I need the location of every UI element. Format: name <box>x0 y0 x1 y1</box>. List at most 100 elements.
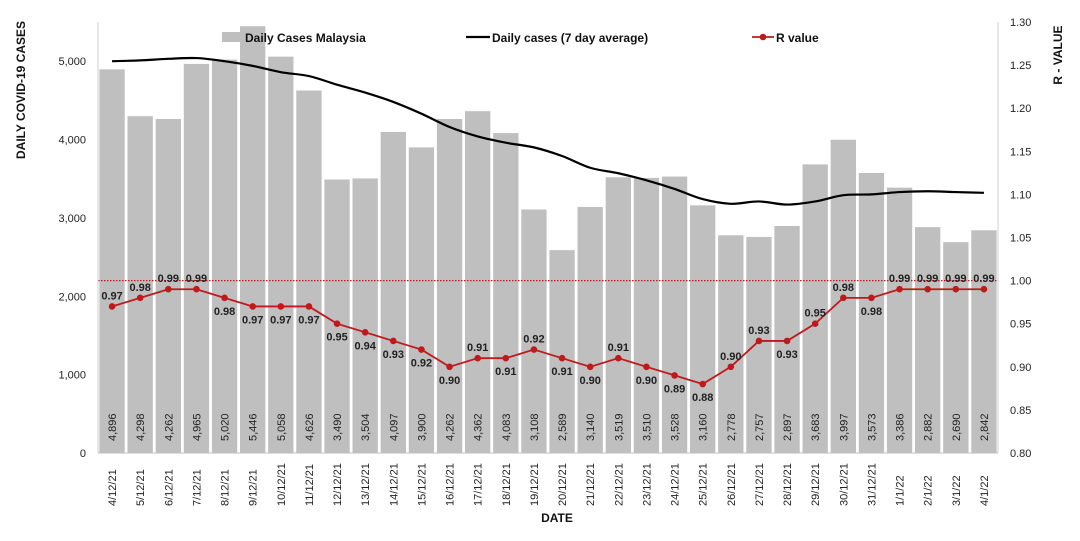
bar-value-label: 3,997 <box>838 413 850 441</box>
r-value-point <box>530 346 538 353</box>
r-value-point <box>868 294 875 302</box>
bar-daily-cases <box>605 177 631 454</box>
bar-daily-cases <box>436 119 463 453</box>
bar-value-label: 3,510 <box>641 413 653 441</box>
y2-tick-label: 1.20 <box>1010 103 1031 115</box>
y2-tick-label: 0.85 <box>1010 405 1031 417</box>
x-tick-label: 30/12/21 <box>838 463 850 506</box>
bar-value-label: 4,262 <box>163 413 175 441</box>
r-value-label: 0.92 <box>523 334 544 346</box>
r-value-label: 0.98 <box>214 306 235 318</box>
bar-value-label: 2,897 <box>782 413 794 441</box>
x-tick-label: 7/12/21 <box>191 469 203 506</box>
r-value-point <box>474 354 481 362</box>
r-value-label: 0.99 <box>158 273 179 285</box>
bar-value-label: 4,362 <box>473 413 485 441</box>
legend-label-r: R value <box>776 31 819 45</box>
x-tick-label: 4/12/21 <box>107 469 119 506</box>
bar-value-label: 2,757 <box>754 413 766 441</box>
bar-value-label: 3,140 <box>585 413 597 441</box>
r-value-point <box>558 354 566 362</box>
bar-daily-cases <box>352 178 378 453</box>
x-tick-label: 16/12/21 <box>445 463 457 506</box>
bar-value-label: 4,965 <box>191 413 203 441</box>
bar-value-label: 3,900 <box>416 413 428 441</box>
r-value-point <box>896 285 903 293</box>
bar-daily-cases <box>99 69 125 453</box>
x-tick-label: 20/12/21 <box>557 463 569 506</box>
r-value-label: 0.97 <box>242 314 263 326</box>
legend-swatch-bars <box>222 32 240 42</box>
bar-value-label: 2,690 <box>951 413 963 441</box>
r-value-label: 0.95 <box>326 332 347 344</box>
bar-daily-cases <box>408 147 435 453</box>
r-value-point <box>277 303 285 310</box>
r-value-label: 0.97 <box>298 314 319 326</box>
x-axis-title: DATE <box>541 511 573 525</box>
x-tick-label: 11/12/21 <box>304 464 316 506</box>
r-value-label: 0.97 <box>270 314 291 326</box>
r-value-point <box>783 337 791 345</box>
r-value-point <box>643 363 650 371</box>
bar-value-label: 4,298 <box>135 413 147 441</box>
x-tick-label: 22/12/21 <box>613 463 625 506</box>
bar-value-label: 3,386 <box>895 413 907 441</box>
bar-value-label: 2,778 <box>726 413 738 441</box>
axes-layer: 01,0002,0003,0004,0005,0000.800.850.900.… <box>14 17 1065 525</box>
r-value-point <box>586 363 594 371</box>
x-tick-label: 18/12/21 <box>501 463 513 506</box>
bar-value-label: 3,573 <box>866 413 878 441</box>
bar-daily-cases <box>183 63 210 453</box>
x-tick-label: 24/12/21 <box>670 463 682 506</box>
r-value-point <box>840 294 847 302</box>
r-value-label: 0.98 <box>833 282 854 294</box>
legend-marker-r <box>759 33 767 41</box>
bar-value-label: 2,882 <box>923 413 935 441</box>
y-tick-label: 3,000 <box>58 213 86 225</box>
y2-tick-label: 0.90 <box>1010 362 1031 374</box>
average-line-layer <box>112 56 984 206</box>
r-value-label: 0.91 <box>551 366 572 378</box>
bar-daily-cases <box>886 187 913 454</box>
r-value-label: 0.92 <box>411 358 432 370</box>
y-tick-label: 0 <box>80 448 86 460</box>
r-value-point <box>811 320 819 328</box>
x-tick-label: 1/1/22 <box>895 475 907 506</box>
r-value-label: 0.93 <box>776 349 797 361</box>
r-value-point <box>671 372 678 379</box>
r-value-label: 0.91 <box>467 342 488 354</box>
bar-daily-cases <box>718 235 744 453</box>
y2-tick-label: 1.25 <box>1010 60 1031 72</box>
bars-layer: 4,896 4,298 4,262 4,965 5,020 5,446 5,058 4,626… <box>99 26 997 454</box>
x-tick-label: 2/1/22 <box>923 475 935 506</box>
average-line <box>112 56 984 206</box>
y-tick-label: 5,000 <box>58 56 86 68</box>
bar-daily-cases <box>324 179 350 453</box>
x-tick-label: 21/12/21 <box>585 463 597 506</box>
bar-value-label: 2,589 <box>557 413 569 441</box>
y2-tick-label: 1.30 <box>1010 17 1031 29</box>
x-tick-label: 19/12/21 <box>529 463 541 506</box>
y2-axis-title: R - VALUE <box>1051 25 1065 84</box>
x-tick-label: 27/12/21 <box>754 463 766 506</box>
bar-daily-cases <box>380 131 406 453</box>
bar-value-label: 4,097 <box>388 413 400 441</box>
r-value-label: 0.90 <box>439 375 460 387</box>
r-value-point <box>699 380 706 388</box>
r-value-point <box>361 329 369 336</box>
bar-daily-cases <box>240 26 266 454</box>
r-value-layer: 0.97 0.98 0.99 0.99 0.98 0.97 0.97 0.97 0.95 0.94… <box>101 273 994 404</box>
x-tick-label: 29/12/21 <box>810 463 822 506</box>
y2-tick-label: 0.95 <box>1010 319 1031 331</box>
x-tick-label: 4/1/22 <box>979 475 991 506</box>
r-value-label: 0.93 <box>383 349 404 361</box>
bar-daily-cases <box>943 242 969 453</box>
y2-tick-label: 1.00 <box>1010 276 1031 288</box>
legend-label-bars: Daily Cases Malaysia <box>245 31 366 45</box>
bar-value-label: 4,262 <box>445 413 457 441</box>
bar-daily-cases <box>268 56 294 454</box>
r-value-point <box>221 294 228 302</box>
x-tick-label: 10/12/21 <box>276 463 288 506</box>
